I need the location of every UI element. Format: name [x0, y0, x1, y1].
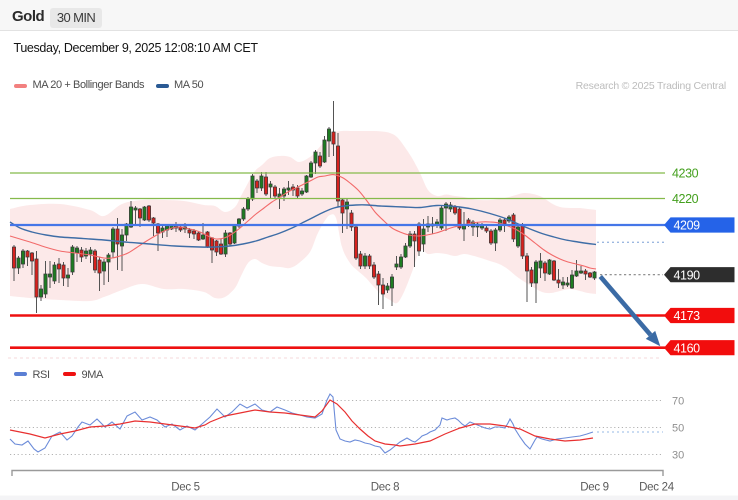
- svg-text:30: 30: [672, 450, 684, 462]
- svg-text:70: 70: [672, 396, 684, 408]
- svg-text:4209: 4209: [674, 219, 701, 233]
- svg-text:Dec 5: Dec 5: [171, 482, 200, 494]
- svg-text:4190: 4190: [674, 268, 701, 282]
- svg-text:Dec 9: Dec 9: [580, 482, 609, 494]
- svg-text:4173: 4173: [674, 309, 701, 323]
- svg-text:Dec 24: Dec 24: [639, 482, 675, 494]
- svg-text:4220: 4220: [672, 192, 699, 206]
- svg-text:4160: 4160: [674, 341, 701, 355]
- svg-text:4230: 4230: [672, 167, 699, 181]
- svg-text:50: 50: [672, 423, 684, 435]
- svg-text:Dec 8: Dec 8: [371, 482, 400, 494]
